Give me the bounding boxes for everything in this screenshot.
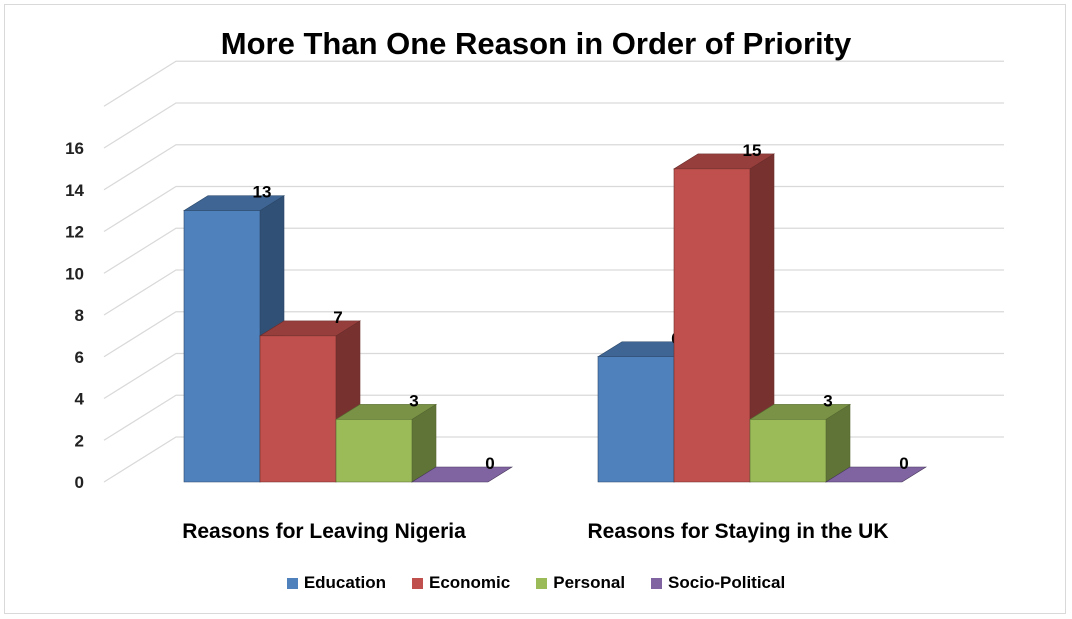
data-label-personal-2: 3 xyxy=(823,391,832,410)
data-label-economic-1: 7 xyxy=(333,308,342,327)
plot-area: 0 2 4 6 8 10 12 14 16 13 7 3 0 Reasons for Leaving Ni… xyxy=(65,60,1004,543)
bar-personal-2 xyxy=(748,403,852,483)
bar-socio-political-2 xyxy=(824,466,928,483)
legend-swatch xyxy=(411,577,423,589)
y-tick-label-1: 2 xyxy=(75,431,84,450)
legend-swatch xyxy=(651,577,663,589)
legend-swatch xyxy=(536,577,548,589)
legend-label: Economic xyxy=(428,573,511,592)
data-label-economic-2: 15 xyxy=(743,141,762,160)
y-tick-label-7: 14 xyxy=(65,181,84,200)
data-label-education-1: 13 xyxy=(253,183,272,202)
y-tick-label-4: 8 xyxy=(75,306,84,325)
y-tick-label-3: 6 xyxy=(75,348,84,367)
legend: Education Economic Personal Socio-Political xyxy=(0,573,1072,593)
legend-item-personal: Personal xyxy=(536,573,625,593)
legend-label: Personal xyxy=(553,573,626,592)
y-tick-label-0: 0 xyxy=(75,473,84,492)
category-label-2: Reasons for Staying in the UK xyxy=(587,520,888,543)
y-tick-label-8: 16 xyxy=(65,139,84,158)
data-label-personal-1: 3 xyxy=(409,391,418,410)
legend-swatch xyxy=(286,577,298,589)
legend-label: Education xyxy=(303,573,386,592)
y-tick-label-6: 12 xyxy=(65,223,84,242)
gridline-top xyxy=(103,60,1004,107)
gridline-8 xyxy=(103,102,1004,149)
legend-item-socio-political: Socio-Political xyxy=(651,573,785,593)
bar-socio-political-1 xyxy=(410,466,514,483)
data-label-socio-political-2: 0 xyxy=(899,454,908,473)
y-tick-label-5: 10 xyxy=(65,264,84,283)
chart-title: More Than One Reason in Order of Priorit… xyxy=(220,26,852,61)
bar-economic-2 xyxy=(672,153,776,483)
chart-frame xyxy=(4,4,1066,614)
legend-item-economic: Economic xyxy=(411,573,511,593)
category-label-1: Reasons for Leaving Nigeria xyxy=(182,520,466,543)
bar-personal-1 xyxy=(334,403,438,483)
legend-label: Socio-Political xyxy=(668,573,786,592)
y-tick-label-2: 4 xyxy=(75,390,85,409)
legend-item-education: Education xyxy=(286,573,386,593)
bar-economic-1 xyxy=(258,320,362,483)
data-label-socio-political-1: 0 xyxy=(485,454,494,473)
gridline-7 xyxy=(103,144,1004,191)
